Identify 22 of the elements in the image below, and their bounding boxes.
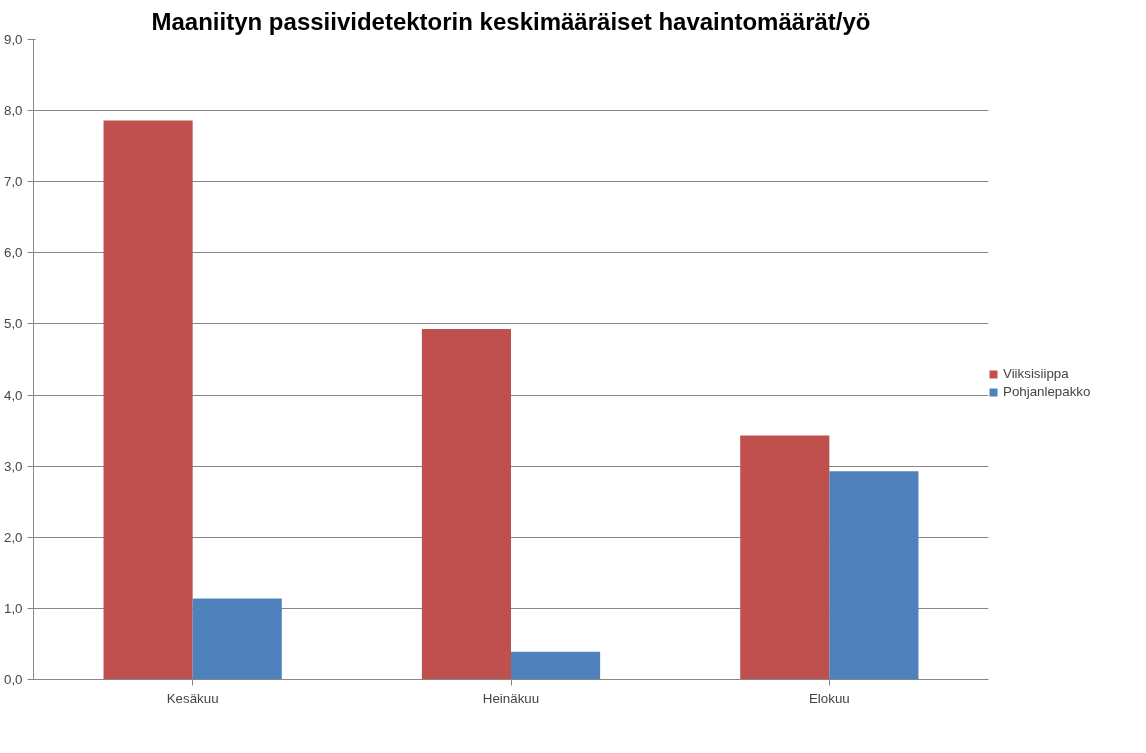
bar — [511, 651, 601, 680]
y-tick-label: 2,0 — [3, 529, 23, 545]
y-tick-label: 6,0 — [3, 245, 23, 261]
y-tick-label: 3,0 — [3, 458, 23, 474]
x-tick-label: Elokuu — [808, 690, 850, 706]
y-tick-label: 8,0 — [3, 103, 23, 119]
bar — [103, 120, 193, 680]
y-tick-label: 1,0 — [3, 600, 23, 616]
y-tick-label: 0,0 — [3, 672, 23, 687]
legend-label: Pohjanlepakko — [1003, 384, 1091, 399]
y-tick-label: 7,0 — [3, 174, 23, 190]
chart-title: Maaniityn passiividetektorin keskimääräiset havaintomäärät/yö — [151, 7, 871, 35]
x-tick-label: Heinäkuu — [482, 690, 540, 706]
x-tick-label: Kesäkuu — [166, 690, 219, 706]
bar — [421, 328, 511, 680]
y-tick-label: 9,0 — [3, 32, 23, 47]
bar — [740, 435, 830, 680]
y-tick-label: 5,0 — [3, 316, 23, 332]
bar — [829, 471, 919, 680]
legend-label: Viiksisiippa — [1003, 366, 1069, 381]
y-tick-label: 4,0 — [3, 387, 23, 403]
bar — [192, 598, 282, 680]
